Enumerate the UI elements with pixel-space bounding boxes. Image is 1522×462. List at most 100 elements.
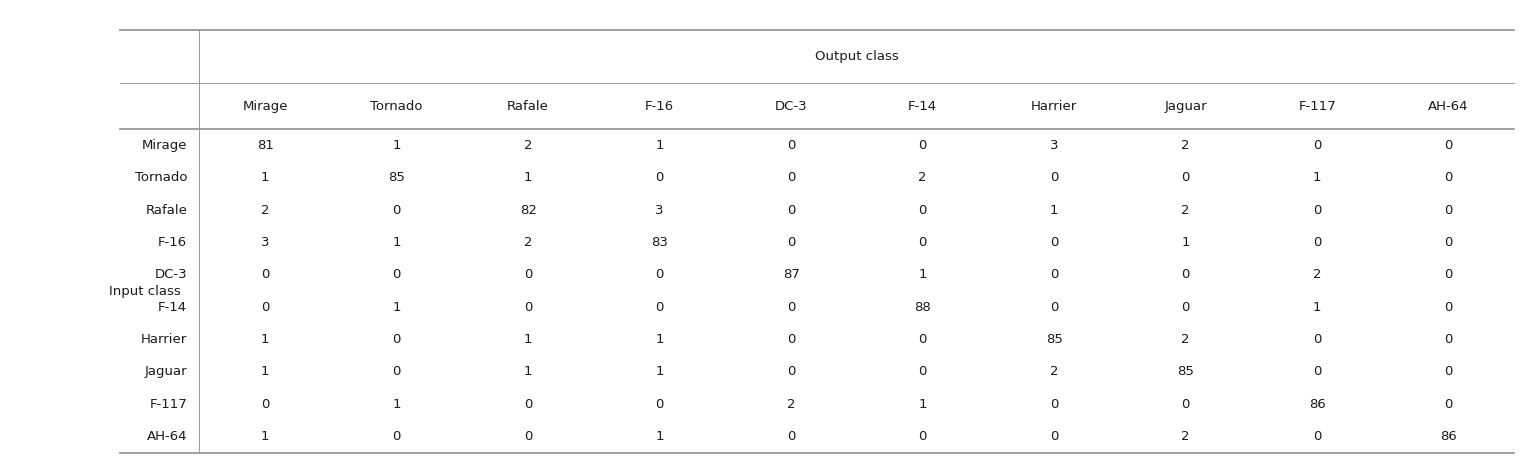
Text: DC-3: DC-3 bbox=[155, 268, 187, 281]
Text: 0: 0 bbox=[787, 204, 796, 217]
Text: 86: 86 bbox=[1309, 398, 1326, 411]
Text: 0: 0 bbox=[787, 430, 796, 443]
Text: 2: 2 bbox=[918, 171, 927, 184]
Text: 2: 2 bbox=[1050, 365, 1058, 378]
Text: 0: 0 bbox=[787, 171, 796, 184]
Text: 0: 0 bbox=[656, 171, 664, 184]
Text: 0: 0 bbox=[1444, 204, 1454, 217]
Text: 2: 2 bbox=[1181, 333, 1190, 346]
Text: 0: 0 bbox=[1313, 365, 1321, 378]
Text: 0: 0 bbox=[1313, 236, 1321, 249]
Text: AH-64: AH-64 bbox=[146, 430, 187, 443]
Text: 0: 0 bbox=[260, 268, 269, 281]
Text: Tornado: Tornado bbox=[135, 171, 187, 184]
Text: Rafale: Rafale bbox=[507, 100, 549, 113]
Text: 0: 0 bbox=[1181, 398, 1190, 411]
Text: 0: 0 bbox=[1050, 398, 1058, 411]
Text: 0: 0 bbox=[393, 268, 400, 281]
Text: 1: 1 bbox=[393, 139, 400, 152]
Text: 1: 1 bbox=[524, 333, 533, 346]
Text: Input class: Input class bbox=[108, 285, 181, 298]
Text: Jaguar: Jaguar bbox=[145, 365, 187, 378]
Text: 1: 1 bbox=[1050, 204, 1058, 217]
Text: 0: 0 bbox=[524, 398, 533, 411]
Text: 0: 0 bbox=[918, 333, 927, 346]
Text: 0: 0 bbox=[787, 365, 796, 378]
Text: 0: 0 bbox=[1050, 236, 1058, 249]
Text: Harrier: Harrier bbox=[1030, 100, 1078, 113]
Text: 0: 0 bbox=[918, 365, 927, 378]
Text: 0: 0 bbox=[1444, 398, 1454, 411]
Text: Mirage: Mirage bbox=[242, 100, 288, 113]
Text: 81: 81 bbox=[257, 139, 274, 152]
Text: 2: 2 bbox=[524, 139, 533, 152]
Text: 0: 0 bbox=[524, 430, 533, 443]
Text: 0: 0 bbox=[393, 365, 400, 378]
Text: 87: 87 bbox=[782, 268, 799, 281]
Text: 1: 1 bbox=[393, 398, 400, 411]
Text: 1: 1 bbox=[656, 333, 664, 346]
Text: 0: 0 bbox=[1181, 268, 1190, 281]
Text: F-117: F-117 bbox=[149, 398, 187, 411]
Text: Harrier: Harrier bbox=[142, 333, 187, 346]
Text: 0: 0 bbox=[1313, 333, 1321, 346]
Text: 0: 0 bbox=[1444, 268, 1454, 281]
Text: 1: 1 bbox=[656, 365, 664, 378]
Text: 85: 85 bbox=[1046, 333, 1062, 346]
Text: 0: 0 bbox=[524, 268, 533, 281]
Text: 3: 3 bbox=[656, 204, 664, 217]
Text: Jaguar: Jaguar bbox=[1164, 100, 1207, 113]
Text: 0: 0 bbox=[1444, 301, 1454, 314]
Text: F-117: F-117 bbox=[1298, 100, 1336, 113]
Text: 1: 1 bbox=[524, 365, 533, 378]
Text: 0: 0 bbox=[1444, 365, 1454, 378]
Text: 2: 2 bbox=[524, 236, 533, 249]
Text: 0: 0 bbox=[1444, 333, 1454, 346]
Text: 0: 0 bbox=[1181, 301, 1190, 314]
Text: 1: 1 bbox=[1181, 236, 1190, 249]
Text: 1: 1 bbox=[524, 171, 533, 184]
Text: 2: 2 bbox=[260, 204, 269, 217]
Text: 0: 0 bbox=[787, 139, 796, 152]
Text: 2: 2 bbox=[1181, 139, 1190, 152]
Text: 0: 0 bbox=[1050, 171, 1058, 184]
Text: 3: 3 bbox=[260, 236, 269, 249]
Text: F-16: F-16 bbox=[645, 100, 674, 113]
Text: 0: 0 bbox=[1444, 236, 1454, 249]
Text: 1: 1 bbox=[656, 430, 664, 443]
Text: 2: 2 bbox=[1181, 430, 1190, 443]
Text: 0: 0 bbox=[787, 333, 796, 346]
Text: 0: 0 bbox=[260, 301, 269, 314]
Text: 0: 0 bbox=[393, 430, 400, 443]
Text: 1: 1 bbox=[1313, 301, 1321, 314]
Text: 1: 1 bbox=[260, 333, 269, 346]
Text: 86: 86 bbox=[1440, 430, 1457, 443]
Text: 0: 0 bbox=[1313, 139, 1321, 152]
Text: 1: 1 bbox=[260, 365, 269, 378]
Text: 1: 1 bbox=[260, 430, 269, 443]
Text: 85: 85 bbox=[1177, 365, 1195, 378]
Text: DC-3: DC-3 bbox=[775, 100, 808, 113]
Text: 1: 1 bbox=[393, 236, 400, 249]
Text: 0: 0 bbox=[1181, 171, 1190, 184]
Text: 0: 0 bbox=[1050, 268, 1058, 281]
Text: 0: 0 bbox=[1050, 301, 1058, 314]
Text: 0: 0 bbox=[1313, 204, 1321, 217]
Text: 0: 0 bbox=[393, 333, 400, 346]
Text: 1: 1 bbox=[393, 301, 400, 314]
Text: 0: 0 bbox=[260, 398, 269, 411]
Text: 83: 83 bbox=[651, 236, 668, 249]
Text: 3: 3 bbox=[1050, 139, 1058, 152]
Text: 1: 1 bbox=[656, 139, 664, 152]
Text: 0: 0 bbox=[1050, 430, 1058, 443]
Text: Tornado: Tornado bbox=[370, 100, 423, 113]
Text: 1: 1 bbox=[918, 398, 927, 411]
Text: Output class: Output class bbox=[814, 50, 900, 63]
Text: 0: 0 bbox=[787, 236, 796, 249]
Text: 1: 1 bbox=[1313, 171, 1321, 184]
Text: 0: 0 bbox=[1313, 430, 1321, 443]
Text: 0: 0 bbox=[656, 301, 664, 314]
Text: 1: 1 bbox=[918, 268, 927, 281]
Text: F-14: F-14 bbox=[909, 100, 938, 113]
Text: 0: 0 bbox=[524, 301, 533, 314]
